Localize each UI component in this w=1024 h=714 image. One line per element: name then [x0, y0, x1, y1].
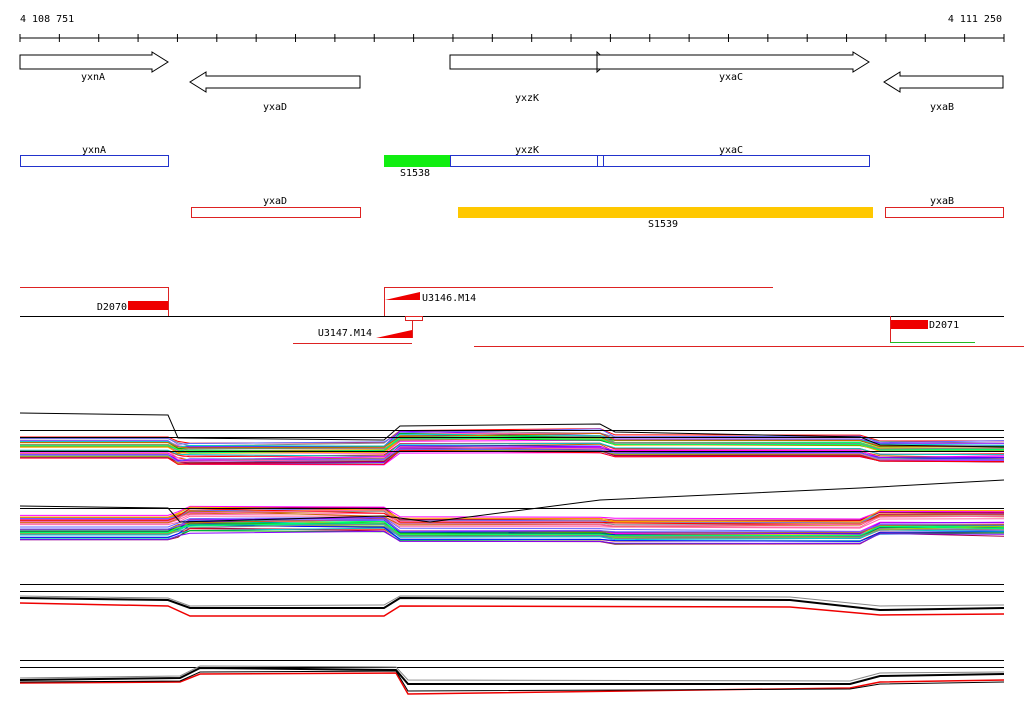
gene-arrow	[19, 51, 169, 73]
feature-block	[890, 320, 928, 329]
annotation-label: yxaB	[930, 196, 954, 207]
expression-line	[19, 665, 1005, 682]
expression-line	[20, 524, 1005, 542]
expression-line	[20, 523, 1005, 538]
gene-label: yxzK	[515, 93, 539, 104]
annotation-label: yxzK	[515, 145, 539, 156]
expression-line	[20, 432, 1005, 449]
expression-line	[20, 505, 1005, 520]
expression-line	[20, 530, 1005, 544]
expression-line	[19, 596, 1005, 612]
annotation-label: S1539	[648, 219, 678, 230]
annotation-boxes	[191, 207, 1004, 218]
feature-label: D2070	[97, 302, 127, 313]
ruler-start: 4 108 751	[20, 14, 74, 25]
feature-triangle	[376, 330, 412, 338]
ruler-end: 4 111 250	[948, 14, 1002, 25]
expression-line	[20, 520, 1005, 537]
annotation-label: yxaD	[263, 196, 287, 207]
gene-label: yxnA	[81, 72, 105, 83]
gene-arrow	[883, 71, 1004, 93]
expression-tracks	[19, 412, 1005, 695]
gene-label: yxaD	[263, 102, 287, 113]
annotation-box	[885, 207, 1004, 218]
feature-label: D2071	[929, 320, 959, 331]
feature-label: U3147.M14	[318, 328, 372, 339]
gene-label: yxaC	[719, 72, 743, 83]
expression-line	[20, 518, 1005, 533]
expression-line	[19, 666, 1005, 685]
feature-triangle	[385, 292, 420, 300]
gene-label: yxaB	[930, 102, 954, 113]
annotation-box	[191, 207, 361, 218]
annotation-box	[450, 155, 604, 167]
annotation-label: S1538	[400, 168, 430, 179]
expression-line	[19, 670, 1005, 692]
expression-line	[19, 412, 1005, 448]
gene-arrow	[596, 51, 870, 73]
expression-line	[19, 595, 1005, 607]
expression-line	[20, 515, 1005, 529]
expression-line	[19, 602, 1005, 617]
gene-arrows	[19, 50, 1004, 93]
feature-block	[128, 301, 168, 310]
annotation-box	[597, 155, 870, 167]
expression-line	[19, 672, 1005, 695]
expression-line	[20, 428, 1005, 445]
expression-line	[19, 479, 1005, 523]
ruler-ticks	[19, 34, 1005, 42]
expression-line	[20, 509, 1005, 527]
annotation-label: yxnA	[82, 145, 106, 156]
annotation-fill	[384, 155, 450, 167]
feature-box	[405, 316, 423, 321]
gene-arrow	[449, 50, 609, 74]
annotation-boxes	[20, 155, 870, 167]
gene-arrow	[189, 71, 361, 93]
features	[20, 287, 1024, 347]
annotation-label: yxaC	[719, 145, 743, 156]
expression-line	[20, 449, 1005, 465]
annotation-box	[20, 155, 169, 167]
feature-label: U3146.M14	[422, 293, 476, 304]
expression-line	[20, 442, 1005, 457]
expression-line	[20, 448, 1005, 463]
annotation-fill	[458, 207, 873, 218]
